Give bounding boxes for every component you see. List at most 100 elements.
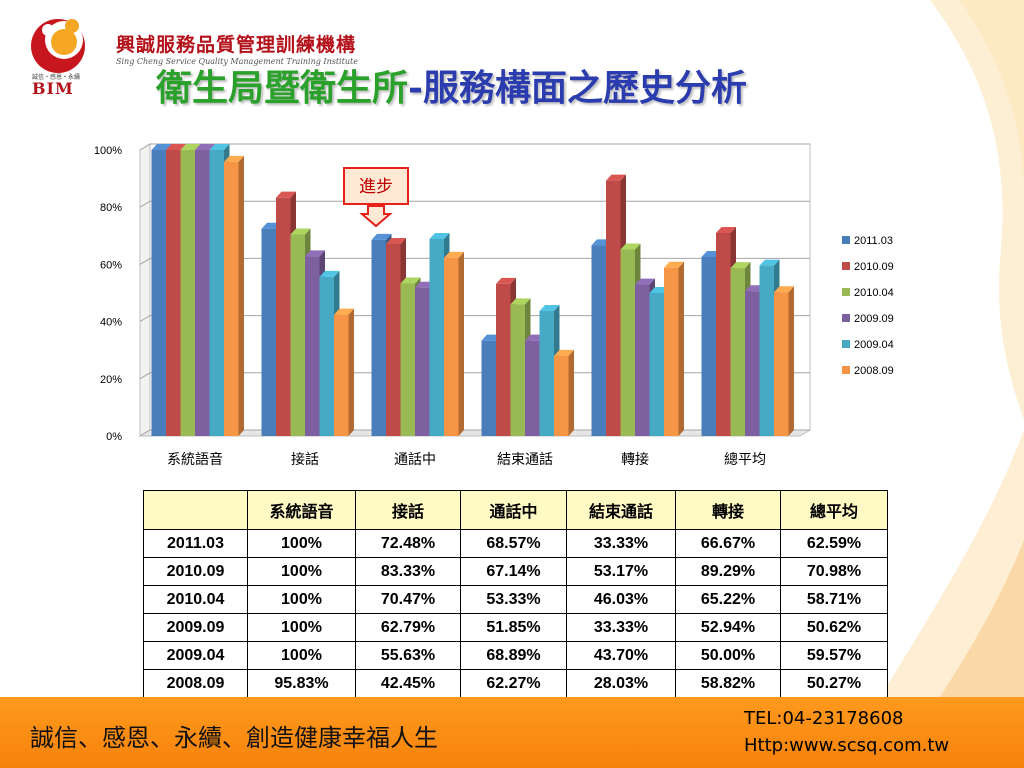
- x-tick-label: 轉接: [621, 451, 649, 468]
- callout-arrow-icon: [359, 205, 393, 228]
- bar: [371, 239, 386, 436]
- bar: [166, 150, 181, 436]
- gridline: [139, 200, 810, 208]
- table-cell: 100%: [247, 557, 356, 586]
- table-cell: 72.48%: [355, 529, 461, 558]
- table-cell: 70.47%: [355, 585, 461, 614]
- table-header-cell: 接話: [355, 490, 461, 530]
- y-tick-label: 100%: [94, 145, 122, 157]
- bar-top: [539, 305, 560, 312]
- bar-top: [334, 308, 354, 315]
- table-row: 2010.09 100% 83.33% 67.14% 53.17% 89.29% 70.98…: [143, 557, 888, 586]
- bar-top: [496, 277, 516, 284]
- table-cell: 50.62%: [780, 613, 888, 642]
- bar-top: [180, 144, 201, 150]
- table-cell: 51.85%: [460, 613, 567, 642]
- bar-top: [554, 349, 574, 356]
- legend-swatch: [842, 288, 850, 296]
- table-cell: 100%: [247, 529, 356, 558]
- bar-top: [774, 286, 794, 293]
- bar: [620, 249, 635, 436]
- table-cell: 53.33%: [460, 585, 567, 614]
- table-cell: 70.98%: [780, 557, 888, 586]
- bar-top: [716, 226, 736, 233]
- table-cell: 89.29%: [675, 557, 781, 586]
- legend-swatch: [842, 366, 850, 374]
- table-header-row: 系統語音 接話 通話中 結束通話 轉接 總平均: [143, 490, 888, 530]
- bar-chart: 0% 20% 40% 60% 80% 100% 系統語音 接話 通話中 結束通話 轉接 總平均 2011…: [94, 143, 894, 468]
- legend-label: 2010.04: [854, 287, 894, 299]
- bar-top: [664, 261, 684, 268]
- legend-swatch: [842, 236, 850, 244]
- bar: [664, 267, 679, 436]
- table-cell: 100%: [247, 585, 356, 614]
- page-title: 衛生局暨衛生所-服務構面之歷史分析: [156, 64, 747, 112]
- bar-top: [635, 278, 655, 285]
- table-cell: 66.67%: [675, 529, 781, 558]
- table-row: 2008.09 95.83% 42.45% 62.27% 28.03% 58.82% 50.…: [143, 669, 888, 698]
- table-cell: 58.82%: [675, 669, 781, 698]
- bar-top: [606, 174, 626, 181]
- bar: [195, 150, 210, 436]
- bar: [525, 340, 540, 436]
- bar-side: [348, 308, 354, 436]
- bar: [429, 238, 444, 436]
- y-tick-label: 60%: [100, 259, 122, 271]
- table-cell: 53.17%: [566, 557, 676, 586]
- bar: [649, 293, 664, 436]
- gridline: [139, 257, 810, 265]
- legend-swatch: [842, 262, 850, 270]
- table-cell: 62.59%: [780, 529, 888, 558]
- table-cell: 62.27%: [460, 669, 567, 698]
- logo-emblem-icon: [31, 19, 85, 73]
- bar: [400, 283, 415, 436]
- table-cell: 59.57%: [780, 641, 888, 670]
- legend-swatch: [842, 340, 850, 348]
- table-header-cell: 轉接: [675, 490, 781, 530]
- legend-label: 2008.09: [854, 365, 894, 377]
- brand-subtitle: Sing Cheng Service Quality Management Tr…: [116, 57, 358, 66]
- table-cell: 42.45%: [355, 669, 461, 698]
- bar-top: [195, 144, 215, 150]
- bar: [224, 161, 239, 436]
- brand-motto: 誠信・感恩・永續: [32, 74, 81, 81]
- table-row-label: 2010.04: [143, 585, 248, 614]
- table-header-cell: [143, 490, 248, 530]
- bar: [276, 197, 291, 436]
- bar: [591, 245, 606, 436]
- bar: [539, 311, 554, 436]
- table-cell: 28.03%: [566, 669, 676, 698]
- table-cell: 50.27%: [780, 669, 888, 698]
- gridline: [139, 372, 810, 380]
- table-cell: 62.79%: [355, 613, 461, 642]
- table-cell: 100%: [247, 613, 356, 642]
- bar-side: [678, 261, 684, 436]
- bar: [305, 256, 320, 436]
- table-cell: 68.57%: [460, 529, 567, 558]
- footer-phone: TEL:04-23178608: [744, 708, 904, 729]
- title-part-2: -服務構面之歷史分析: [408, 67, 747, 109]
- bar: [209, 150, 224, 436]
- bar: [481, 340, 496, 436]
- table-header-cell: 總平均: [780, 490, 888, 530]
- bar: [774, 292, 789, 436]
- bar-top: [444, 251, 464, 258]
- bar: [386, 243, 401, 436]
- table-row-label: 2010.09: [143, 557, 248, 586]
- table-row-label: 2008.09: [143, 669, 248, 698]
- x-tick-label: 接話: [291, 451, 319, 468]
- table-row: 2011.03 100% 72.48% 68.57% 33.33% 66.67% 62.59…: [143, 529, 888, 558]
- bar: [635, 284, 650, 436]
- table-cell: 52.94%: [675, 613, 781, 642]
- table-cell: 95.83%: [247, 669, 356, 698]
- brand-name: 興誠服務品質管理訓練機構: [116, 34, 357, 56]
- bar-top: [400, 277, 421, 284]
- y-tick-label: 20%: [100, 374, 122, 386]
- table-cell: 43.70%: [566, 641, 676, 670]
- y-tick-label: 40%: [100, 317, 122, 329]
- table-cell: 83.33%: [355, 557, 461, 586]
- bar: [554, 355, 569, 436]
- footer-bar: 誠信、感恩、永續、創造健康幸福人生 TEL:04-23178608 Http:w…: [0, 697, 1024, 768]
- table-cell: 58.71%: [780, 585, 888, 614]
